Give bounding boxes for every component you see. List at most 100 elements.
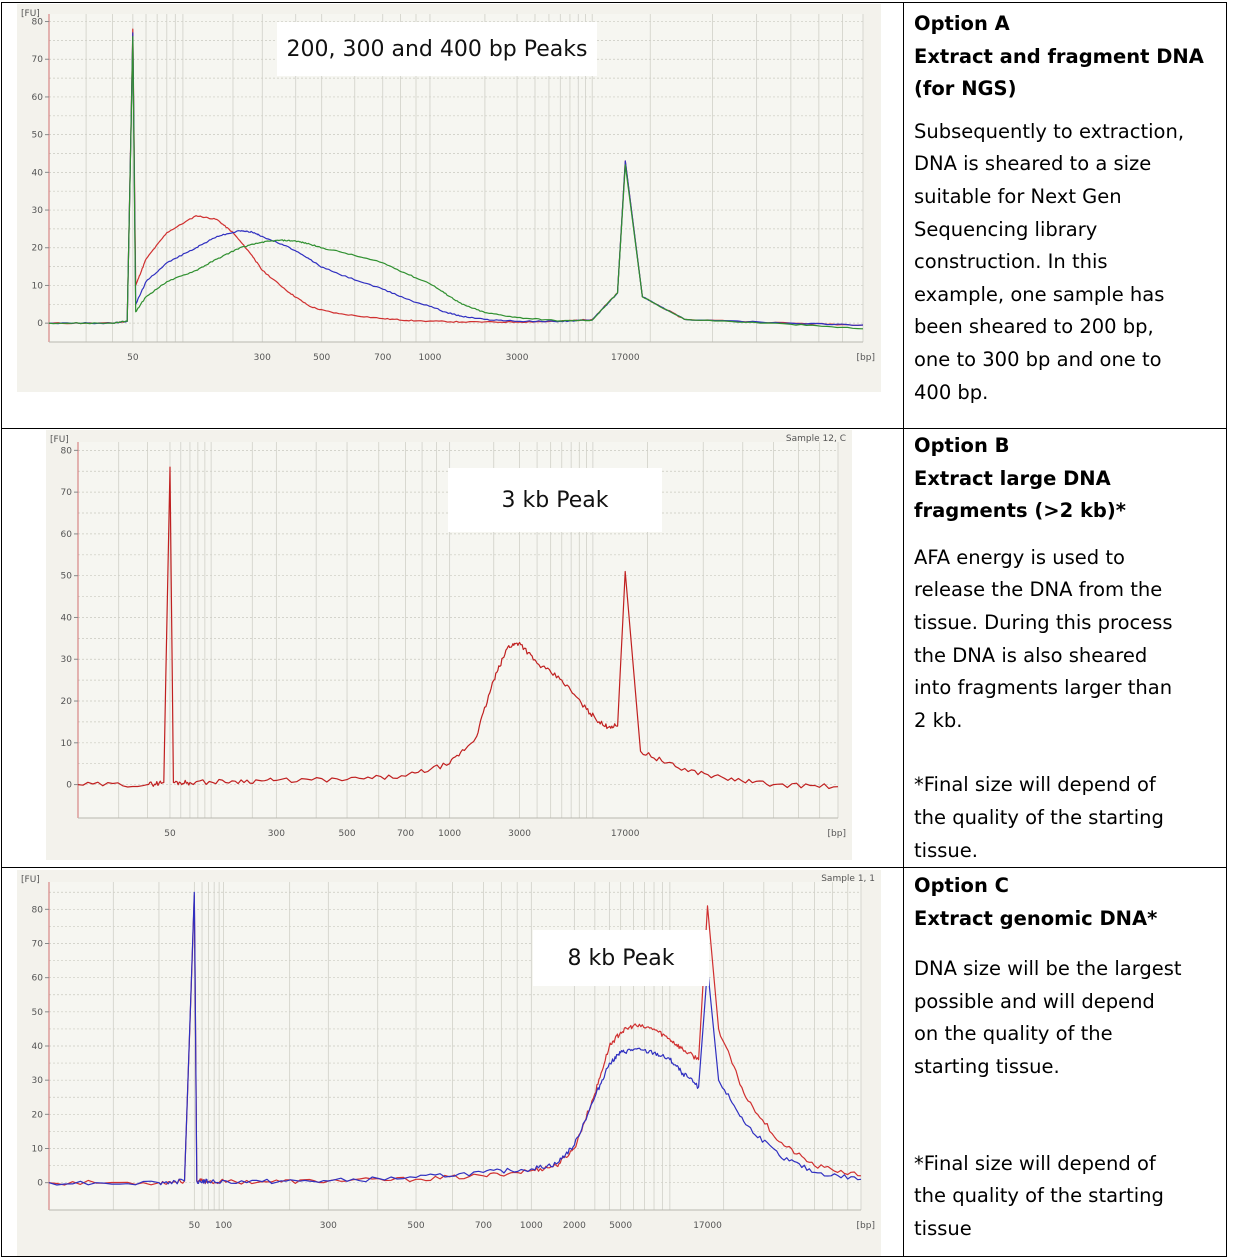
option-a-heading-line: (for NGS) bbox=[914, 77, 1017, 101]
y-tick-label: 60 bbox=[61, 530, 73, 540]
option-b-body-line: 2 kb. bbox=[914, 708, 963, 732]
option-a-heading: Option A Extract and fragment DNA (for N… bbox=[914, 8, 1220, 106]
y-tick-label: 50 bbox=[32, 1008, 44, 1018]
option-c-note-line: the quality of the starting bbox=[914, 1184, 1164, 1208]
option-b-heading-line: Extract large DNA bbox=[914, 466, 1111, 490]
x-tick-label: 3000 bbox=[506, 353, 529, 363]
option-b-body-line: release the DNA from the bbox=[914, 578, 1163, 602]
x-tick-label: 700 bbox=[475, 1221, 492, 1231]
option-c-heading: Option C Extract genomic DNA* bbox=[914, 870, 1220, 935]
option-c-body: DNA size will be the largest possible an… bbox=[914, 953, 1220, 1083]
chart-c: 0 10 20 30 40 50 60 70 80 [FU] [bp] Sample 1, 1 50 10… bbox=[17, 870, 881, 1256]
y-tick-label: 10 bbox=[32, 281, 44, 291]
chart-c-title: 8 kb Peak bbox=[533, 930, 709, 986]
option-a-heading-line: Option A bbox=[914, 12, 1010, 35]
y-tick-label: 40 bbox=[32, 1042, 44, 1052]
option-a-body-line: suitable for Next Gen bbox=[914, 184, 1122, 208]
x-tick-label: 2000 bbox=[563, 1221, 586, 1231]
y-tick-label: 10 bbox=[61, 739, 73, 749]
x-tick-label: 700 bbox=[397, 829, 414, 839]
y-tick-label: 20 bbox=[61, 697, 73, 707]
y-tick-label: 0 bbox=[37, 319, 43, 329]
option-c-note-line: tissue bbox=[914, 1216, 972, 1240]
series-line-2 bbox=[48, 891, 862, 1186]
option-b-body-line: AFA energy is used to bbox=[914, 545, 1125, 569]
option-b-note-line: *Final size will depend of bbox=[914, 773, 1156, 797]
y-tick-label: 70 bbox=[61, 488, 73, 498]
option-a-body: Subsequently to extraction, DNA is shear… bbox=[914, 116, 1220, 409]
y-tick-label: 80 bbox=[32, 905, 44, 915]
x-tick-label: 5000 bbox=[609, 1221, 632, 1231]
x-tick-label: 300 bbox=[254, 353, 271, 363]
x-tick-label: 50 bbox=[164, 829, 176, 839]
y-tick-label: 10 bbox=[32, 1145, 44, 1155]
y-tick-label: 70 bbox=[32, 55, 44, 65]
option-c-note-line: *Final size will depend of bbox=[914, 1151, 1156, 1175]
series-line-1 bbox=[77, 466, 839, 790]
option-c-heading-line: Option C bbox=[914, 874, 1009, 897]
option-b-body: AFA energy is used to release the DNA fr… bbox=[914, 542, 1220, 738]
y-tick-label: 60 bbox=[32, 93, 44, 103]
option-b-body-line: the DNA is also sheared bbox=[914, 643, 1148, 667]
option-c-note: *Final size will depend of the quality o… bbox=[914, 1148, 1220, 1246]
x-tick-label: 50 bbox=[127, 353, 139, 363]
x-tick-label: 500 bbox=[313, 353, 330, 363]
x-tick-label: 300 bbox=[268, 829, 285, 839]
option-c-heading-line: Extract genomic DNA* bbox=[914, 906, 1158, 930]
option-b-heading: Option B Extract large DNA fragments (>2… bbox=[914, 430, 1220, 528]
option-c-body-line: starting tissue. bbox=[914, 1054, 1060, 1078]
x-axis-label: [bp] bbox=[857, 353, 875, 363]
chart-b-title: 3 kb Peak bbox=[448, 468, 662, 532]
x-tick-label: 300 bbox=[320, 1221, 337, 1231]
x-tick-label: 17000 bbox=[693, 1221, 722, 1231]
x-tick-label: 500 bbox=[338, 829, 355, 839]
chart-c-plot: 0 10 20 30 40 50 60 70 80 [FU] [bp] Sample 1, 1 50 10… bbox=[17, 870, 881, 1256]
option-a-text: Option A Extract and fragment DNA (for N… bbox=[914, 8, 1220, 409]
y-tick-label: 30 bbox=[61, 655, 73, 665]
y-tick-label: 0 bbox=[66, 781, 72, 791]
option-a-body-line: DNA is sheared to a size bbox=[914, 152, 1152, 176]
y-tick-label: 0 bbox=[37, 1179, 43, 1189]
y-tick-label: 70 bbox=[32, 940, 44, 950]
x-axis-label: [bp] bbox=[857, 1221, 875, 1231]
x-tick-label: 1000 bbox=[418, 353, 441, 363]
option-c-body-line: DNA size will be the largest bbox=[914, 957, 1182, 981]
series-line-1 bbox=[48, 895, 862, 1186]
chart-b: 0 10 20 30 40 50 60 70 80 [FU] [bp] Sample 12, C 50 3… bbox=[46, 430, 852, 860]
x-tick-label: 500 bbox=[407, 1221, 424, 1231]
option-a-body-line: 400 bp. bbox=[914, 380, 989, 404]
option-b-note: *Final size will depend of the quality o… bbox=[914, 769, 1220, 867]
y-tick-label: 60 bbox=[32, 974, 44, 984]
y-axis-label: [FU] bbox=[21, 9, 40, 19]
option-a-body-line: one to 300 bp and one to bbox=[914, 347, 1162, 371]
option-b-heading-line: fragments (>2 kb)* bbox=[914, 499, 1127, 523]
option-b-heading-line: Option B bbox=[914, 434, 1010, 457]
option-c-body-line: on the quality of the bbox=[914, 1022, 1113, 1046]
x-tick-label: 100 bbox=[215, 1221, 232, 1231]
option-b-body-line: tissue. During this process bbox=[914, 610, 1173, 634]
y-tick-label: 30 bbox=[32, 206, 44, 216]
x-tick-label: 50 bbox=[189, 1221, 201, 1231]
chart-a-title: 200, 300 and 400 bp Peaks bbox=[277, 22, 597, 76]
x-tick-label: 17000 bbox=[611, 353, 640, 363]
y-tick-label: 50 bbox=[61, 572, 73, 582]
option-b-note-line: the quality of the starting bbox=[914, 805, 1164, 829]
sample-label: Sample 1, 1 bbox=[821, 874, 875, 884]
option-c-text: Option C Extract genomic DNA* DNA size w… bbox=[914, 870, 1220, 1245]
option-a-body-line: Sequencing library bbox=[914, 217, 1098, 241]
x-axis-label: [bp] bbox=[828, 829, 846, 839]
x-tick-label: 1000 bbox=[438, 829, 461, 839]
option-b-body-line: into fragments larger than bbox=[914, 676, 1173, 700]
x-tick-label: 700 bbox=[374, 353, 391, 363]
y-tick-label: 80 bbox=[32, 18, 44, 28]
x-tick-label: 1000 bbox=[520, 1221, 543, 1231]
y-axis-label: [FU] bbox=[50, 435, 69, 445]
option-a-body-line: construction. In this bbox=[914, 250, 1108, 274]
option-b-note-line: tissue. bbox=[914, 838, 978, 862]
y-tick-label: 50 bbox=[32, 131, 44, 141]
y-tick-label: 40 bbox=[61, 613, 73, 623]
y-tick-label: 20 bbox=[32, 244, 44, 254]
chart-b-plot: 0 10 20 30 40 50 60 70 80[FU] [bp] Sample 12, C 50 3… bbox=[46, 430, 852, 860]
y-axis-label: [FU] bbox=[21, 875, 40, 885]
